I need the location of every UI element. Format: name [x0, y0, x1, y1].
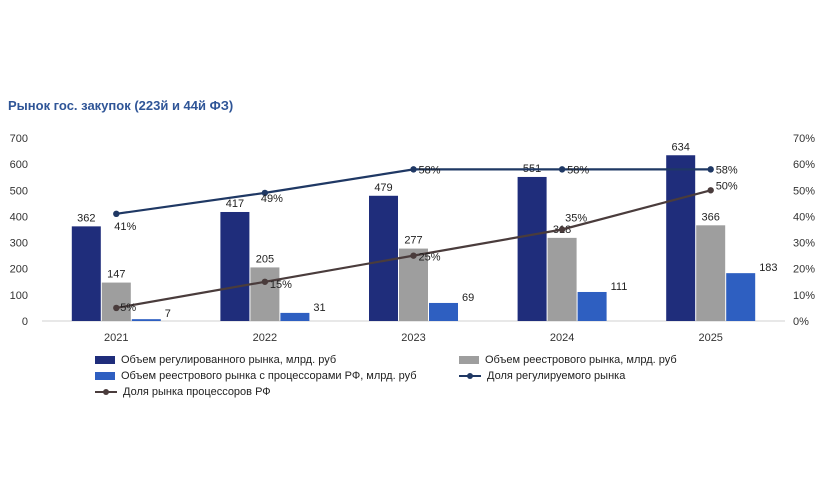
line-point: [261, 189, 269, 197]
bar: [280, 312, 310, 321]
legend-label: Доля регулируемого рынка: [487, 370, 626, 382]
legend-label: Объем реестрового рынка с процессорами Р…: [121, 370, 417, 382]
series-line: [116, 168, 711, 215]
bar: [547, 237, 577, 321]
bar-data-label: 31: [313, 302, 325, 314]
bar-data-label: 362: [77, 212, 95, 224]
y-tick-label: 200: [10, 264, 28, 276]
line-data-label: 50%: [716, 180, 738, 192]
legend-swatch: [95, 356, 115, 364]
y2-tick-label: 60%: [793, 159, 815, 171]
line-data-label: 25%: [419, 252, 441, 264]
line-data-label: 58%: [419, 164, 441, 176]
y2-tick-label: 10%: [793, 290, 815, 302]
x-tick-label: 2021: [104, 332, 128, 344]
bar: [577, 291, 607, 321]
y-tick-label: 0: [22, 316, 28, 328]
legend-item-rf-processor-share: Доля рынка процессоров РФ: [95, 386, 271, 398]
x-tick-label: 2025: [698, 332, 722, 344]
y2-tick-label: 20%: [793, 264, 815, 276]
bar: [429, 302, 458, 321]
legend-swatch: [459, 356, 479, 364]
line-point: [410, 166, 417, 173]
legend-item-regulated-volume: Объем регулированного рынка, млрд. руб: [95, 354, 336, 366]
y2-tick-label: 50%: [793, 185, 815, 197]
legend-line-swatch: [459, 371, 481, 381]
line-point: [707, 166, 714, 173]
x-tick-label: 2022: [253, 332, 277, 344]
bar: [220, 211, 250, 321]
chart-title: Рынок гос. закупок (223й и 44й ФЗ): [8, 98, 234, 113]
y-axis-right: 0% 10% 20% 30% 40% 50% 60% 70%: [793, 133, 815, 328]
line-point: [558, 166, 566, 173]
bar-data-label: 277: [404, 235, 422, 247]
bar-data-label: 111: [611, 281, 628, 293]
bar-data-label: 417: [226, 198, 244, 210]
line-point: [113, 304, 120, 312]
bar-data-label: 634: [672, 141, 690, 153]
bar-data-label: 205: [256, 253, 274, 265]
x-tick-label: 2024: [550, 332, 574, 344]
x-tick-label: 2023: [401, 332, 425, 344]
y2-tick-label: 0%: [793, 316, 809, 328]
bar: [517, 176, 547, 321]
y-axis-left: 0 100 200 300 400 500 600 700: [10, 133, 28, 328]
y-tick-label: 300: [10, 238, 28, 250]
line-data-label: 58%: [716, 164, 738, 176]
legend-label: Доля рынка процессоров РФ: [123, 386, 271, 398]
bar-data-label: 147: [107, 269, 125, 281]
bar-data-label: 183: [759, 262, 777, 274]
bar: [726, 273, 756, 321]
line-point: [113, 210, 120, 218]
line-point: [261, 278, 269, 285]
y-tick-label: 400: [10, 211, 28, 223]
legend-swatch: [95, 372, 115, 380]
bar: [399, 248, 428, 321]
bar: [696, 225, 726, 321]
line-point: [410, 252, 417, 259]
line-data-label: 58%: [567, 164, 589, 176]
y-tick-label: 100: [10, 290, 28, 302]
legend-label: Объем реестрового рынка, млрд. руб: [485, 354, 677, 366]
bar-data-label: 69: [462, 292, 474, 304]
y2-tick-label: 70%: [793, 133, 815, 145]
legend-item-registry-volume: Объем реестрового рынка, млрд. руб: [459, 354, 677, 366]
line-data-label: 41%: [114, 221, 136, 233]
y-tick-label: 600: [10, 159, 28, 171]
x-axis: 2021 2022 2023 2024 2025: [104, 332, 723, 344]
bar-data-label: 479: [374, 182, 392, 194]
y-tick-label: 500: [10, 185, 28, 197]
bar: [666, 155, 696, 321]
legend-item-registry-rf-processors: Объем реестрового рынка с процессорами Р…: [95, 370, 417, 382]
y2-tick-label: 30%: [793, 238, 815, 250]
bar: [101, 282, 131, 321]
line-point: [707, 187, 714, 194]
line-point: [558, 226, 566, 233]
bar-data-label: 7: [165, 308, 171, 320]
bar: [131, 319, 161, 321]
line-data-label: 15%: [270, 279, 292, 291]
y2-tick-label: 40%: [793, 211, 815, 223]
bar: [250, 267, 280, 321]
bar-series-group: 3624174795516341472052773183667316911118…: [71, 141, 778, 321]
line-data-label: 5%: [120, 302, 136, 314]
legend-item-regulated-share: Доля регулируемого рынка: [459, 370, 625, 382]
legend-line-swatch: [95, 387, 117, 397]
line-data-label: 49%: [261, 193, 283, 205]
bar: [71, 226, 101, 321]
line-series-group: 41% 49% 58% 58% 58% 5% 15% 25% 35% 50%: [113, 164, 738, 314]
legend-label: Объем регулированного рынка, млрд. руб: [121, 354, 337, 366]
line-data-label: 35%: [565, 213, 587, 225]
y-tick-label: 700: [10, 133, 28, 145]
bar-data-label: 366: [702, 211, 720, 223]
